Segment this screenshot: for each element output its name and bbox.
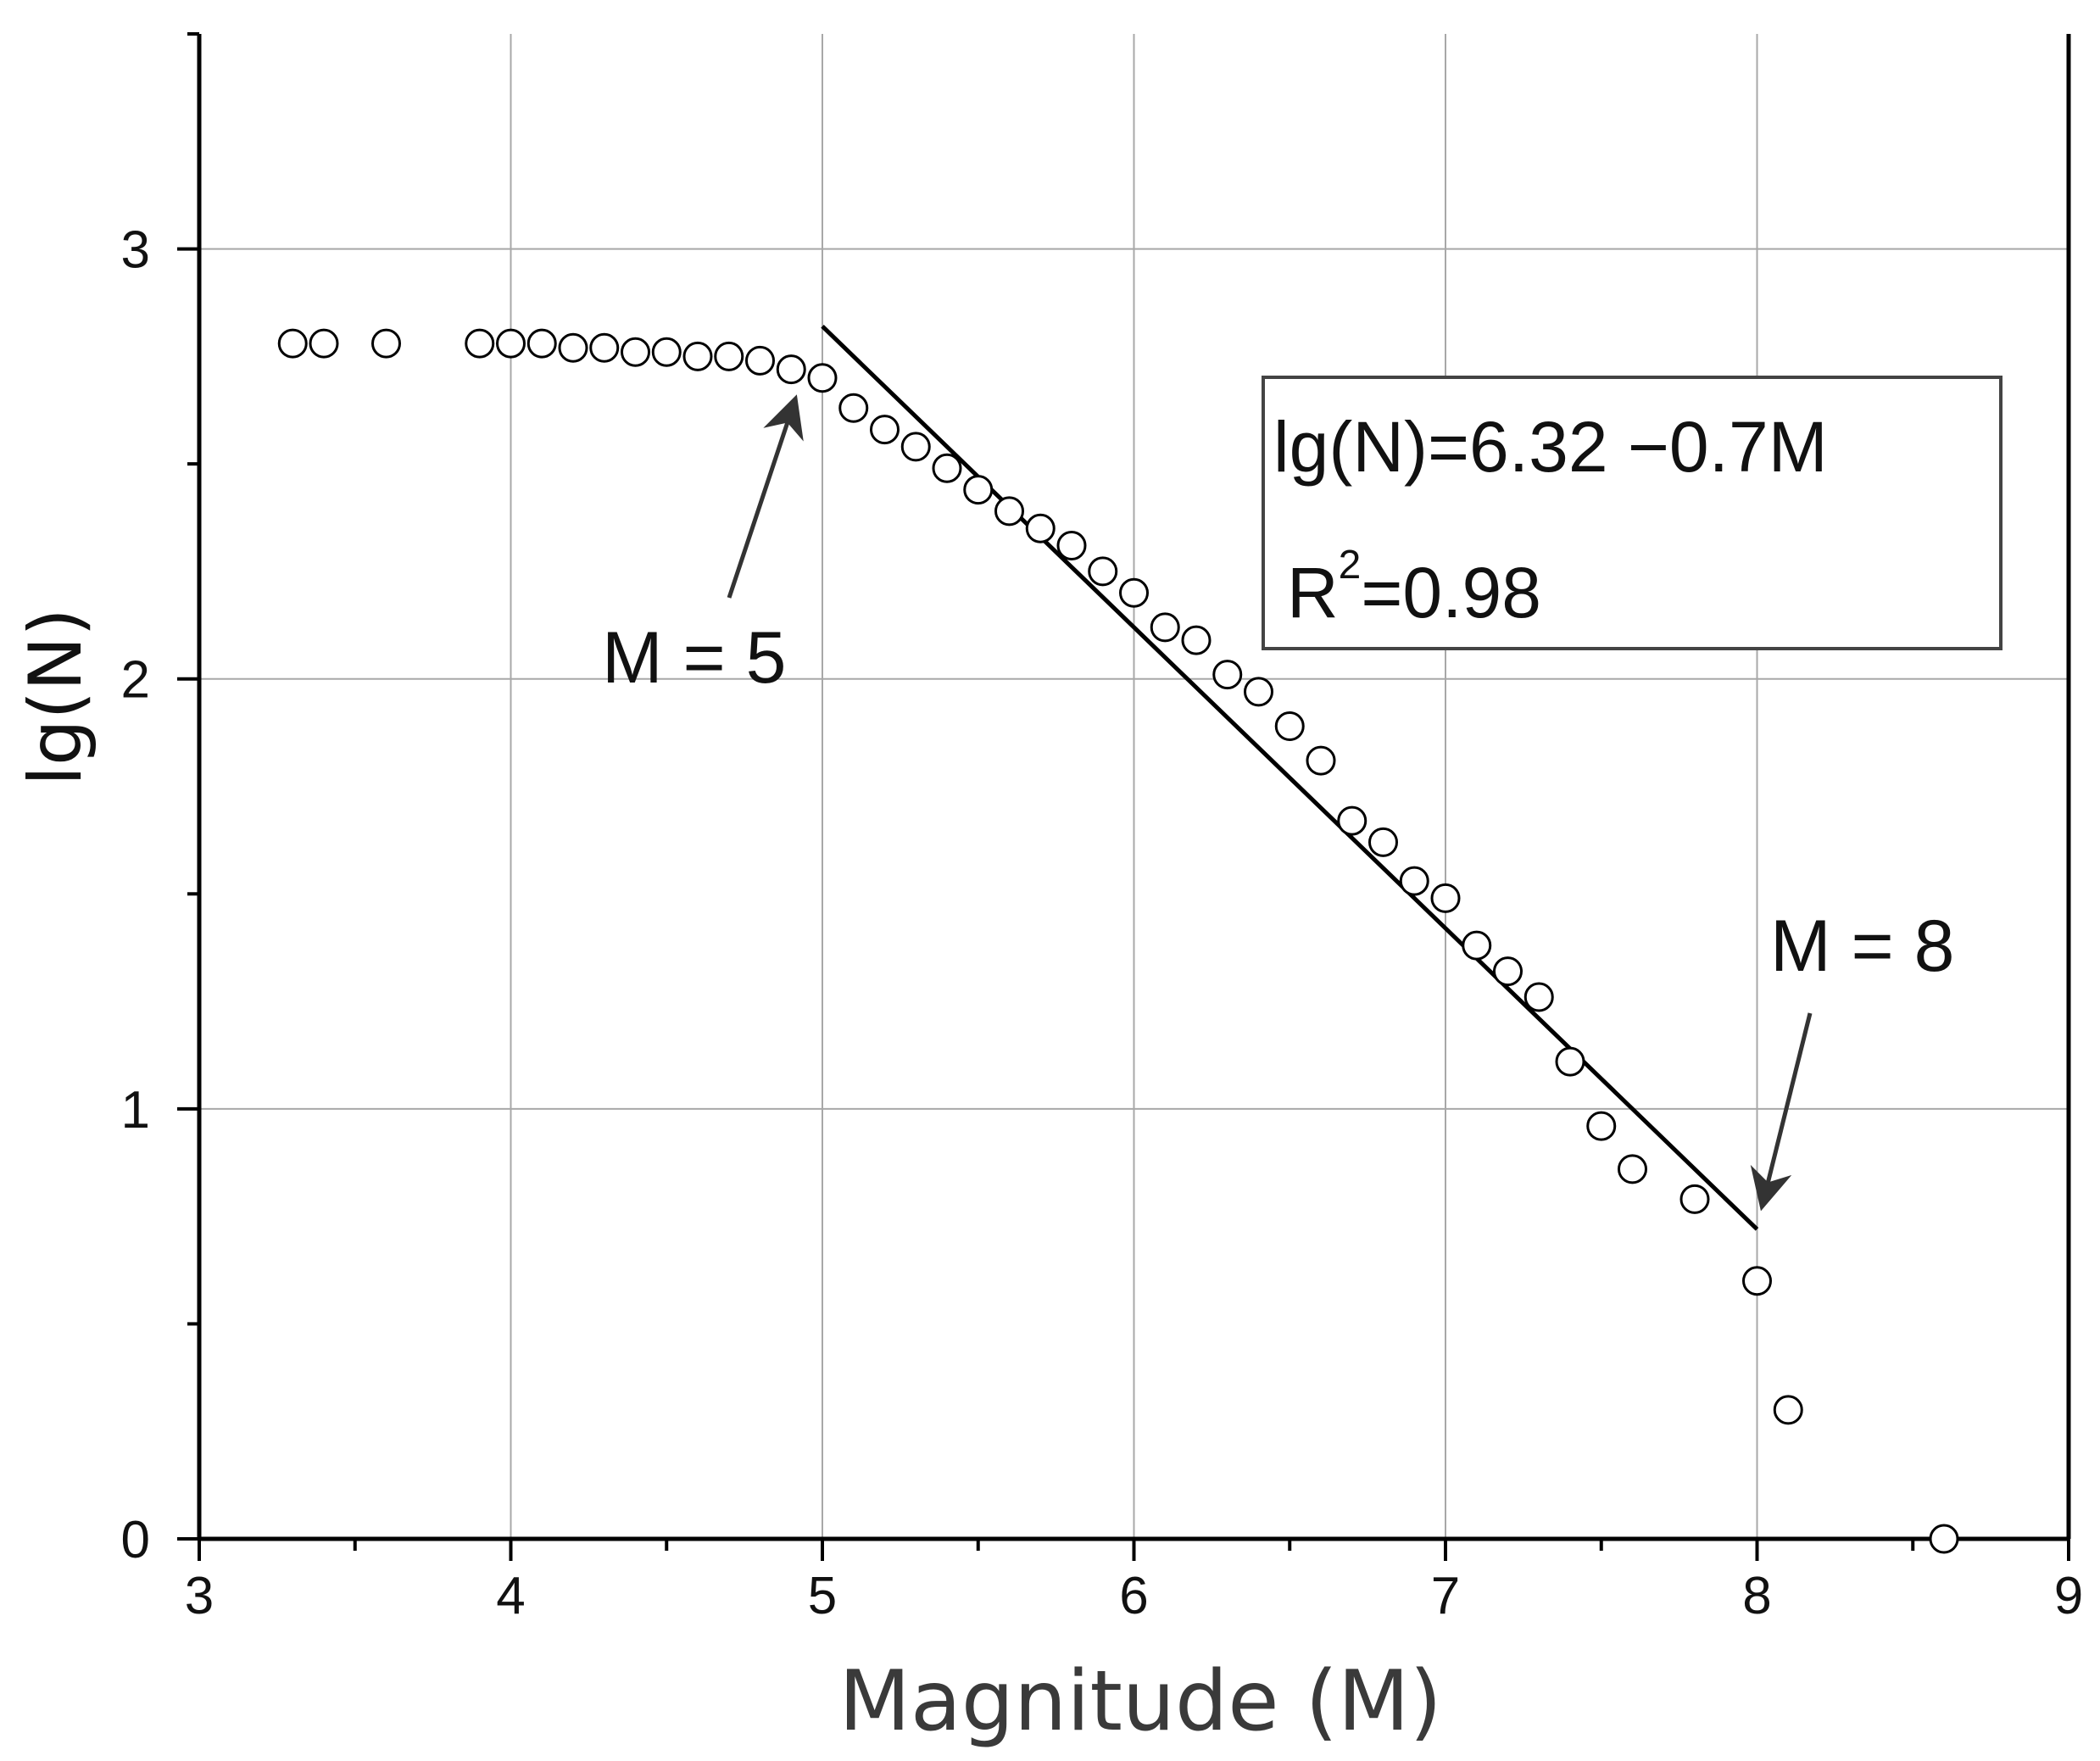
data-point (1368, 827, 1398, 857)
data-point (465, 328, 495, 359)
x-tick-label: 6 (1119, 1567, 1148, 1625)
data-point (1025, 513, 1056, 543)
y-tick-label: 1 (121, 1081, 150, 1140)
data-point (932, 453, 962, 483)
grid-lines (199, 34, 2069, 1539)
data-point (682, 341, 713, 371)
data-point (1618, 1154, 1647, 1184)
data-point (558, 332, 588, 363)
data-point (1929, 1524, 1959, 1554)
data-point (1181, 625, 1212, 655)
data-point (651, 337, 682, 367)
data-point (1493, 956, 1523, 987)
r-squared: R2=0.98 (1287, 543, 1541, 633)
data-point (371, 328, 401, 359)
data-point (621, 337, 650, 367)
tick-labels: 3 4 5 6 7 8 9 0 1 2 3 (121, 221, 2084, 1625)
data-point (496, 328, 526, 359)
data-point (1679, 1184, 1710, 1214)
data-point (1586, 1111, 1617, 1141)
m5-arrow (727, 394, 804, 599)
data-point (1462, 930, 1492, 961)
x-tick-label: 5 (808, 1567, 837, 1625)
data-points (277, 328, 1959, 1554)
x-tick-label: 8 (1742, 1567, 1771, 1625)
y-tick-label: 0 (121, 1511, 150, 1569)
data-point (589, 332, 620, 363)
data-point (1056, 531, 1087, 560)
x-tick-label: 3 (185, 1567, 214, 1625)
data-point (1306, 745, 1336, 776)
m8-label: M = 8 (1770, 906, 1954, 987)
data-point (1119, 577, 1149, 608)
y-tick-label: 2 (121, 651, 150, 710)
data-point (1773, 1395, 1803, 1425)
data-point (1088, 556, 1118, 587)
data-point (1430, 883, 1461, 913)
x-tick-label: 9 (2054, 1567, 2083, 1625)
data-point (807, 363, 838, 393)
data-point (277, 328, 308, 359)
data-point (900, 432, 931, 462)
data-point (745, 345, 775, 376)
data-point (1555, 1046, 1585, 1077)
y-tick-label: 3 (121, 221, 150, 280)
data-point (994, 496, 1024, 527)
equation-box (1262, 376, 2003, 650)
data-point (963, 475, 994, 505)
m5-label: M = 5 (602, 617, 786, 699)
data-point (1399, 866, 1429, 896)
data-point (838, 393, 869, 423)
data-point (1337, 805, 1368, 836)
data-point (776, 354, 806, 385)
x-tick-label: 4 (496, 1567, 525, 1625)
data-point (1523, 982, 1554, 1012)
data-point (1274, 711, 1305, 741)
tick-marks (177, 32, 2070, 1561)
r-squared-superscript: 2 (1339, 543, 1362, 588)
data-point (870, 415, 900, 445)
x-axis-title: Magnitude (M) (838, 1653, 1441, 1750)
y-axis-title: lg(N) (14, 608, 98, 786)
data-point (1150, 612, 1180, 643)
data-point (1742, 1266, 1772, 1296)
fit-equation: lg(N)=6.32 −0.7M (1273, 407, 1828, 487)
data-point (526, 328, 557, 359)
x-tick-label: 7 (1431, 1567, 1460, 1625)
data-point (1244, 677, 1273, 707)
data-point (309, 328, 339, 359)
m8-arrow (1750, 1012, 1813, 1212)
data-point (1212, 660, 1243, 690)
data-point (714, 341, 744, 371)
